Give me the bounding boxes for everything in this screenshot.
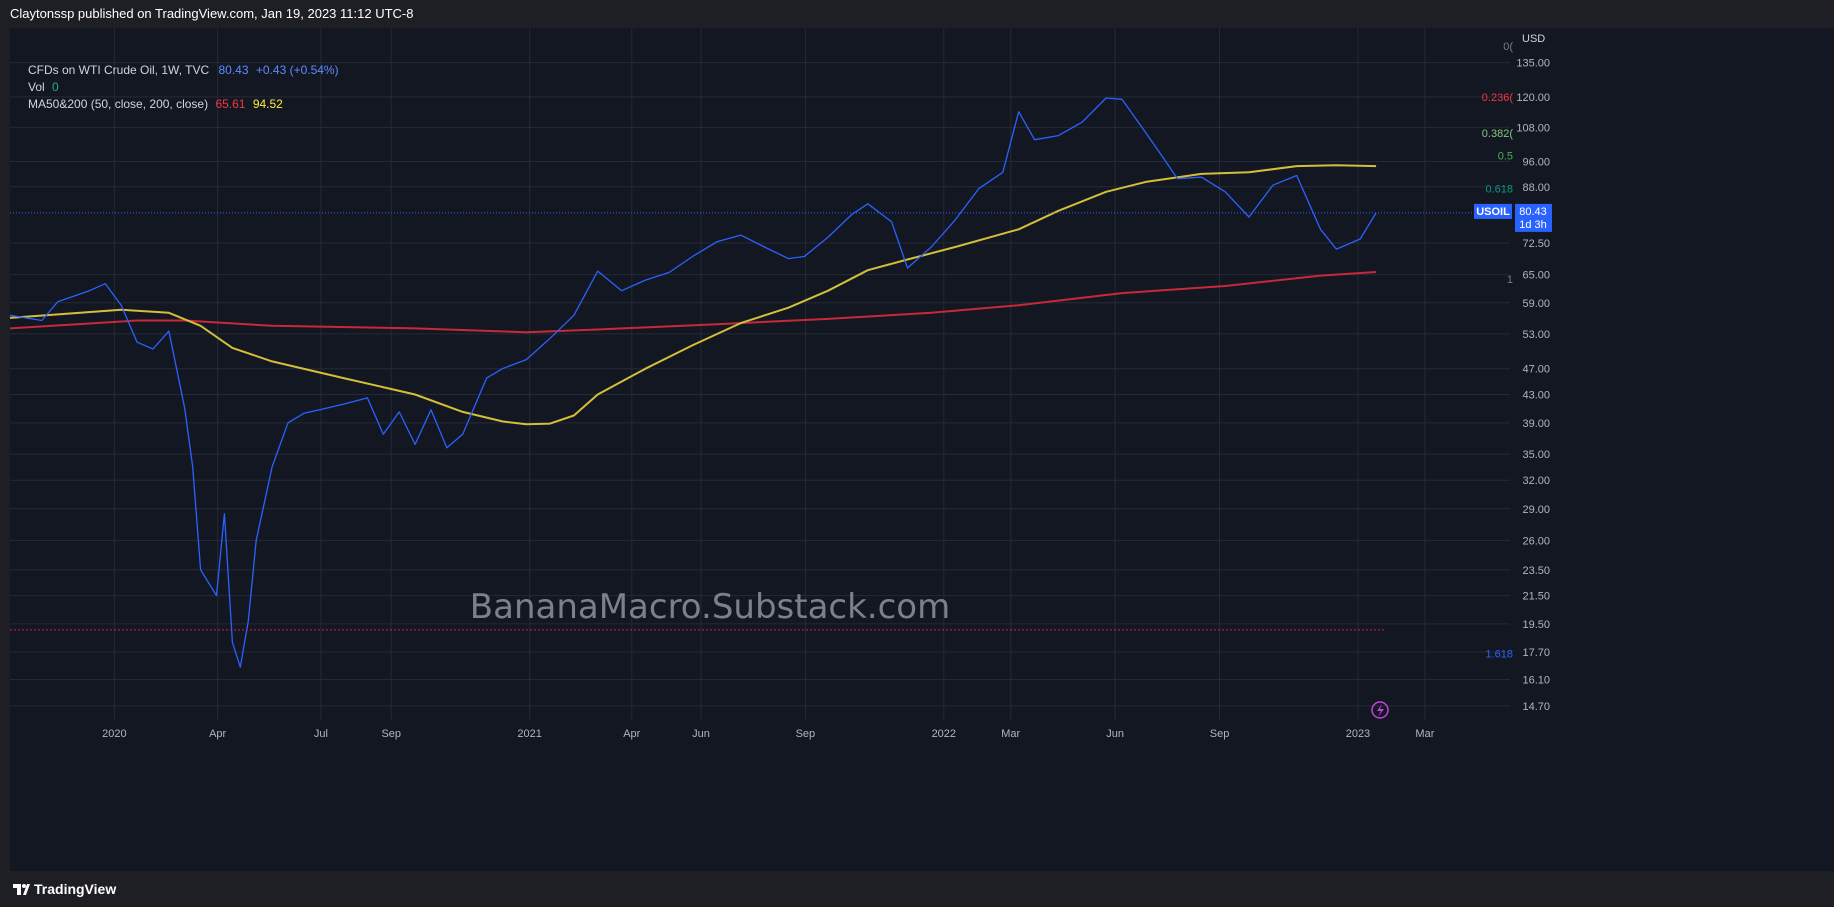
time-tick-label: 2020 — [102, 728, 126, 740]
fib-level-label: 1 — [1507, 274, 1513, 286]
symbol-change: +0.43 (+0.54%) — [255, 63, 339, 77]
price-tick-label: 65.00 — [1522, 270, 1550, 282]
chart-frame[interactable]: BananaMacro.Substack.com USD 135.00 120.0… — [10, 28, 1834, 871]
time-tick-label: Sep — [1210, 728, 1230, 740]
price-tick-label: 19.50 — [1522, 619, 1550, 631]
fib-level-label: 0.618 — [1485, 183, 1513, 195]
price-tick-label: 53.00 — [1522, 329, 1550, 341]
price-tick-label: 135.00 — [1516, 58, 1550, 70]
tag-symbol: USOIL — [1476, 206, 1510, 218]
time-tick-label: Sep — [796, 728, 816, 740]
price-series-line — [10, 97, 1377, 668]
time-axis[interactable]: 2020 Apr Jul Sep 2021 Apr Jun Sep 2022 Mar Jun Sep 2… — [102, 728, 1435, 740]
publisher-bar: Claytonssp published on TradingView.com,… — [0, 0, 1834, 28]
time-tick-label: Jul — [314, 728, 328, 740]
fib-level-label: 1.618 — [1485, 649, 1513, 661]
watermark-text: BananaMacro.Substack.com — [470, 587, 950, 627]
ma50-value: 65.61 — [215, 97, 246, 111]
price-axis[interactable]: USD 135.00 120.00 108.00 96.00 88.00 72.50 65.… — [1516, 33, 1550, 713]
tag-value-bg — [1515, 203, 1552, 232]
legend-ma-row[interactable]: MA50&200 (50, close, 200, close) 65.61 9… — [28, 96, 339, 113]
time-tick-label: Jun — [1106, 728, 1124, 740]
time-tick-label: 2022 — [932, 728, 956, 740]
vol-label: Vol — [28, 80, 45, 94]
chart-legend: CFDs on WTI Crude Oil, 1W, TVC 80.43 +0.… — [28, 62, 339, 113]
price-tick-label: 120.00 — [1516, 92, 1550, 104]
price-tick-label: 21.50 — [1522, 591, 1550, 603]
time-tick-label: Mar — [1001, 728, 1020, 740]
currency-label: USD — [1522, 33, 1545, 45]
price-tick-label: 47.00 — [1522, 364, 1550, 376]
time-tick-label: Mar — [1415, 728, 1434, 740]
fib-level-label: 0.236( — [1482, 92, 1514, 104]
time-tick-label: Apr — [623, 728, 640, 740]
lightning-icon[interactable] — [1371, 701, 1389, 719]
price-tick-label: 43.00 — [1522, 390, 1550, 402]
publisher-text: Claytonssp published on TradingView.com,… — [10, 6, 414, 21]
fib-level-label: 0( — [1503, 41, 1513, 53]
fib-level-label: 0.5 — [1498, 151, 1513, 163]
price-tick-label: 23.50 — [1522, 565, 1550, 577]
price-chart[interactable]: BananaMacro.Substack.com USD 135.00120.0… — [10, 28, 1834, 871]
time-tick-label: Jun — [692, 728, 710, 740]
price-tick-label: 14.70 — [1522, 701, 1550, 713]
legend-symbol-row[interactable]: CFDs on WTI Crude Oil, 1W, TVC 80.43 +0.… — [28, 62, 339, 79]
price-tick-label: 26.00 — [1522, 535, 1550, 547]
grid-lines — [10, 28, 1510, 720]
fib-level-label: 0.382( — [1482, 128, 1514, 140]
ma200-series-line — [10, 271, 1377, 334]
price-tick-label: 17.70 — [1522, 647, 1550, 659]
series-layer — [10, 97, 1377, 668]
price-tag: USOIL 80.43 1d 3h — [1474, 203, 1552, 232]
price-tick-label: 59.00 — [1522, 298, 1550, 310]
ma200-value: 94.52 — [252, 97, 283, 111]
ma-label: MA50&200 (50, close, 200, close) — [28, 97, 209, 111]
price-tick-label: 32.00 — [1522, 475, 1550, 487]
time-tick-label: Sep — [381, 728, 401, 740]
price-tick-label: 35.00 — [1522, 449, 1550, 461]
price-tick-label: 72.50 — [1522, 238, 1550, 250]
legend-vol-row[interactable]: Vol 0 — [28, 79, 339, 96]
tag-value: 80.43 — [1519, 206, 1547, 218]
vol-value: 0 — [52, 80, 59, 94]
tradingview-brand[interactable]: TradingView — [34, 881, 117, 897]
symbol-name: CFDs on WTI Crude Oil, 1W, TVC — [28, 63, 210, 77]
symbol-price: 80.43 — [218, 63, 249, 77]
price-tick-label: 108.00 — [1516, 122, 1550, 134]
price-tick-label: 88.00 — [1522, 182, 1550, 194]
ma50-series-line — [10, 164, 1377, 426]
time-tick-label: 2023 — [1346, 728, 1370, 740]
tradingview-logo-icon — [13, 884, 30, 895]
time-tick-label: 2021 — [517, 728, 541, 740]
price-tick-label: 16.10 — [1522, 674, 1550, 686]
price-tick-label: 39.00 — [1522, 418, 1550, 430]
tag-countdown: 1d 3h — [1519, 219, 1547, 231]
price-tick-label: 29.00 — [1522, 504, 1550, 516]
fib-labels: 0( 0.236( 0.382( 0.5 0.618 1 1.618 — [1482, 41, 1514, 661]
tag-symbol-bg — [1474, 203, 1512, 219]
time-tick-label: Apr — [209, 728, 226, 740]
footer-bar: TradingView — [0, 871, 1834, 907]
price-tick-label: 96.00 — [1522, 157, 1550, 169]
